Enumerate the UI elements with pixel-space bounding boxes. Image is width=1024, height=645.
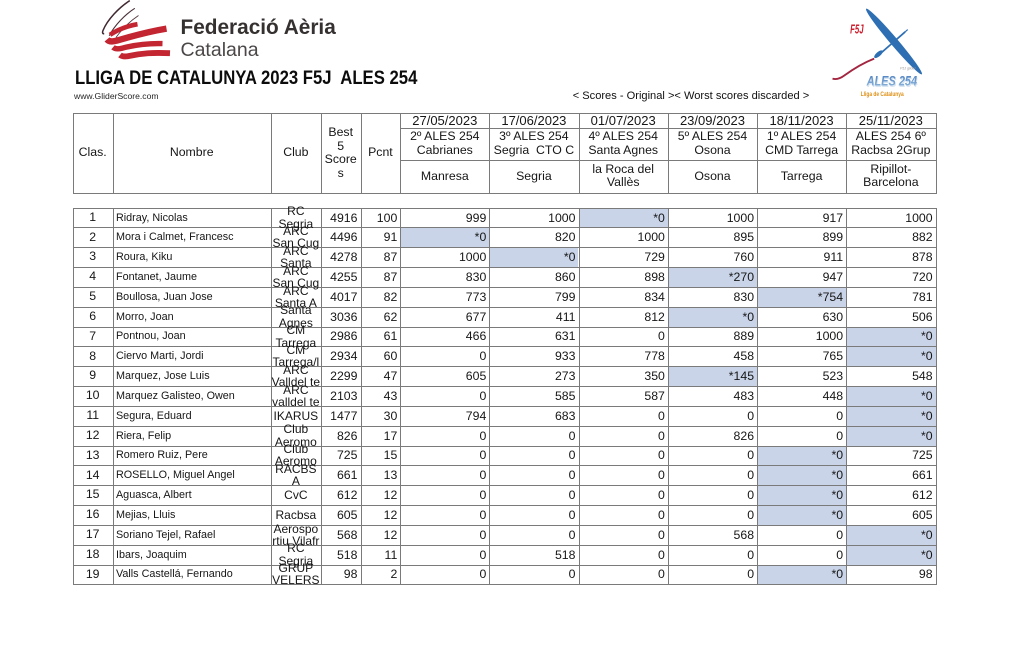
svg-text:F5J: F5J: [850, 22, 864, 37]
svg-text:F5J glider: F5J glider: [900, 67, 917, 71]
svg-text:ALES 254: ALES 254: [866, 73, 918, 88]
svg-text:Lliga de Catalunya: Lliga de Catalunya: [861, 92, 905, 98]
svg-text:ALES 254: ALES 254: [867, 75, 919, 90]
